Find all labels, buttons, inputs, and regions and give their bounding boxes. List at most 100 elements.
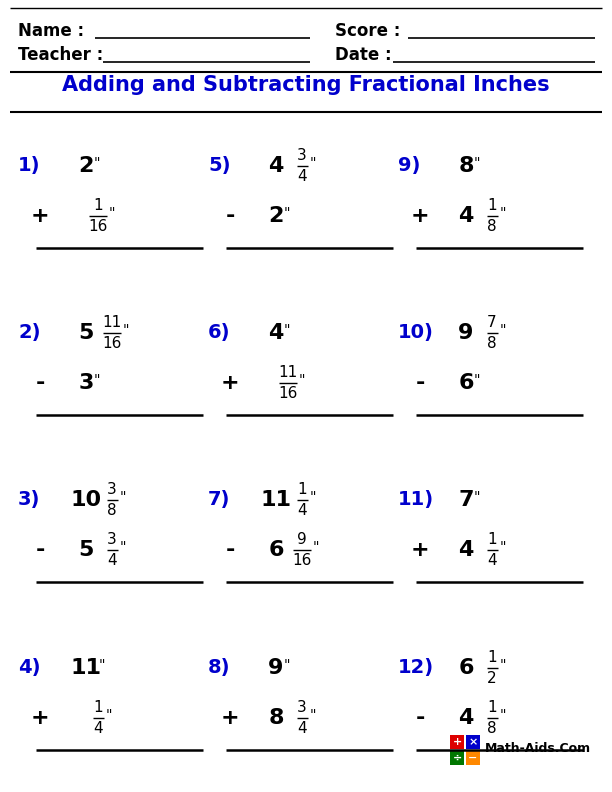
Text: ": "	[94, 156, 100, 170]
Text: 4: 4	[268, 156, 284, 176]
Text: 4: 4	[297, 169, 307, 184]
Text: 8: 8	[268, 708, 284, 728]
Text: ": "	[99, 658, 105, 672]
Text: 8: 8	[458, 156, 474, 176]
Text: Math-Aids.Com: Math-Aids.Com	[485, 743, 591, 756]
Text: 3: 3	[78, 373, 94, 393]
Text: 2: 2	[268, 206, 284, 226]
Text: 5: 5	[78, 323, 94, 343]
Text: 1: 1	[487, 700, 497, 715]
Text: 7: 7	[487, 315, 497, 330]
Text: ": "	[310, 708, 316, 722]
Text: 9: 9	[297, 532, 307, 547]
Text: 8: 8	[487, 721, 497, 736]
Text: 2: 2	[487, 671, 497, 686]
Text: ": "	[313, 540, 319, 554]
Text: 2: 2	[78, 156, 94, 176]
Text: ": "	[499, 708, 506, 722]
Text: 3: 3	[297, 700, 307, 715]
Text: ": "	[284, 323, 291, 337]
Text: -: -	[416, 708, 425, 728]
Text: ": "	[474, 156, 480, 170]
Text: 7: 7	[458, 490, 474, 510]
Text: 4: 4	[458, 540, 474, 560]
Text: 4: 4	[297, 503, 307, 518]
Text: ×: ×	[468, 737, 478, 747]
Text: 5): 5)	[208, 156, 231, 175]
Text: 8: 8	[487, 336, 497, 351]
Text: Date :: Date :	[335, 46, 392, 64]
Text: 11): 11)	[398, 490, 434, 509]
Text: 2): 2)	[18, 323, 40, 342]
Text: ": "	[284, 658, 291, 672]
Text: 4: 4	[297, 721, 307, 736]
Text: 6: 6	[268, 540, 284, 560]
Text: ÷: ÷	[452, 753, 461, 763]
Text: 8: 8	[107, 503, 117, 518]
Text: 8): 8)	[208, 658, 231, 677]
Text: ": "	[94, 373, 100, 387]
Text: ": "	[310, 156, 316, 170]
Text: ": "	[499, 206, 506, 220]
Text: 10: 10	[70, 490, 102, 510]
Text: 4): 4)	[18, 658, 40, 677]
Text: 9: 9	[268, 658, 284, 678]
Text: 16: 16	[278, 386, 297, 401]
Text: 4: 4	[93, 721, 103, 736]
Text: 4: 4	[487, 553, 497, 568]
Text: 3): 3)	[18, 490, 40, 509]
Text: 16: 16	[293, 553, 312, 568]
Text: +: +	[31, 708, 50, 728]
Text: ": "	[474, 373, 480, 387]
Text: 3: 3	[107, 532, 117, 547]
Text: 1: 1	[487, 532, 497, 547]
Text: 8: 8	[487, 219, 497, 234]
Text: +: +	[31, 206, 50, 226]
Text: 11: 11	[70, 658, 102, 678]
Text: 9: 9	[458, 323, 474, 343]
Text: −: −	[468, 753, 478, 763]
Text: 11: 11	[102, 315, 122, 330]
Text: 6: 6	[458, 658, 474, 678]
Text: 4: 4	[268, 323, 284, 343]
Text: -: -	[225, 206, 234, 226]
Text: +: +	[411, 540, 429, 560]
Text: 11: 11	[261, 490, 291, 510]
Text: -: -	[225, 540, 234, 560]
Text: ": "	[310, 490, 316, 504]
Text: ": "	[474, 490, 480, 504]
Text: 3: 3	[297, 148, 307, 163]
Text: -: -	[35, 540, 45, 560]
FancyBboxPatch shape	[466, 735, 480, 749]
Text: 1: 1	[93, 198, 103, 213]
Text: 4: 4	[458, 708, 474, 728]
Text: ": "	[119, 540, 126, 554]
Text: ": "	[499, 658, 506, 672]
Text: ": "	[119, 490, 126, 504]
FancyBboxPatch shape	[466, 751, 480, 765]
Text: +: +	[221, 708, 239, 728]
Text: 1: 1	[487, 650, 497, 665]
Text: ": "	[109, 206, 116, 220]
Text: Name :: Name :	[18, 22, 84, 40]
Text: ": "	[123, 323, 130, 337]
Text: 10): 10)	[398, 323, 434, 342]
FancyBboxPatch shape	[450, 735, 464, 749]
Text: Score :: Score :	[335, 22, 400, 40]
Text: 9): 9)	[398, 156, 420, 175]
Text: ": "	[499, 540, 506, 554]
Text: 7): 7)	[208, 490, 230, 509]
Text: 16: 16	[88, 219, 108, 234]
Text: ": "	[105, 708, 112, 722]
Text: 3: 3	[107, 482, 117, 497]
Text: 12): 12)	[398, 658, 434, 677]
Text: 1: 1	[487, 198, 497, 213]
Text: ": "	[499, 323, 506, 337]
Text: -: -	[416, 373, 425, 393]
Text: 4: 4	[458, 206, 474, 226]
Text: ": "	[284, 206, 291, 220]
Text: 1: 1	[297, 482, 307, 497]
Text: 16: 16	[102, 336, 122, 351]
Text: 5: 5	[78, 540, 94, 560]
Text: -: -	[35, 373, 45, 393]
